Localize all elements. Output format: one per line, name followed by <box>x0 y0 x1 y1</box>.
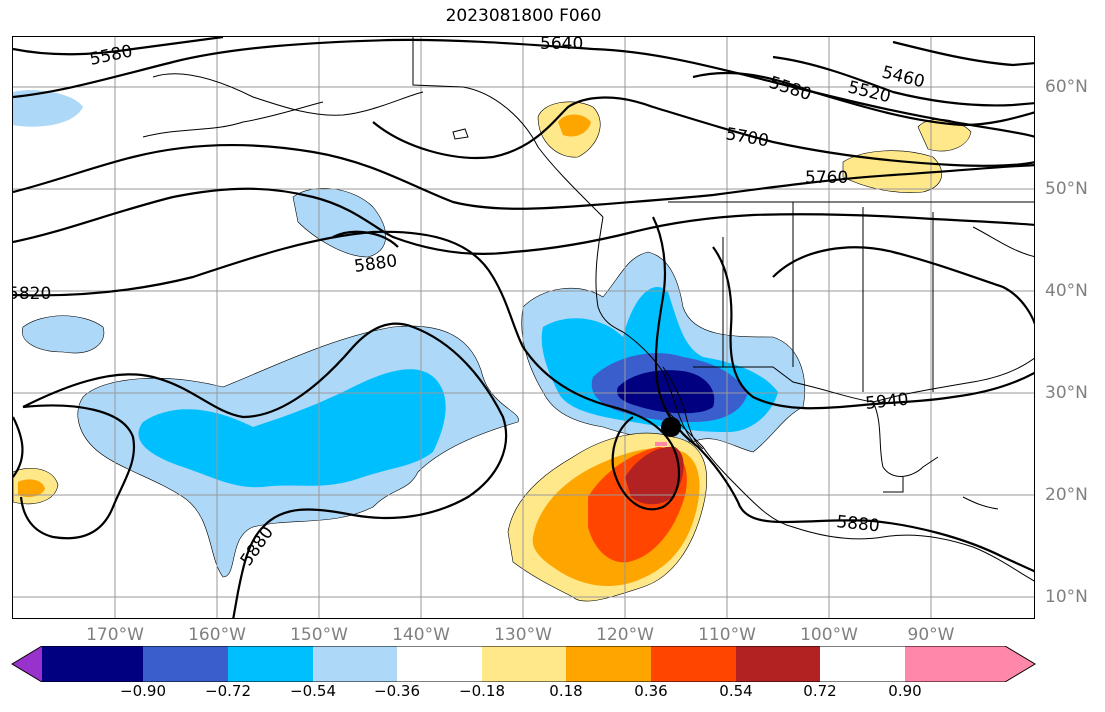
contour-5580-west <box>13 37 224 56</box>
contour-label: 5700 <box>724 124 770 151</box>
height-contours <box>13 37 1034 618</box>
colorbar-segment <box>143 646 228 682</box>
longitude-label: 90°W <box>907 625 955 645</box>
colorbar-tick: −0.90 <box>120 682 166 700</box>
contour-label: 5580 <box>766 73 813 105</box>
contour-5880-a <box>332 230 399 248</box>
negative-field-baja-max <box>617 370 715 414</box>
colorbar-extend-high <box>905 646 1035 682</box>
colorbar <box>11 646 1036 682</box>
colorbar-tick: −0.72 <box>205 682 251 700</box>
colorbar-tick: −0.54 <box>290 682 336 700</box>
colorbar-tick: 0.90 <box>888 682 922 700</box>
colorbar-segment <box>736 646 820 682</box>
colorbar-segment <box>228 646 313 682</box>
latitude-label: 20°N <box>1045 485 1088 505</box>
contour-5880-east <box>652 216 1034 573</box>
longitude-label: 140°W <box>392 625 450 645</box>
contour-5940 <box>712 246 1034 410</box>
negative-field-light-4 <box>13 90 83 127</box>
figure-title: 2023081800 F060 <box>445 6 602 26</box>
contour-5880-b <box>13 322 508 618</box>
colorbar-tick: −0.18 <box>459 682 505 700</box>
negative-field-light-3 <box>292 187 387 258</box>
contour-5820-loop <box>13 230 680 511</box>
latitude-label: 30°N <box>1045 383 1088 403</box>
colorbar-tick: 0.18 <box>549 682 583 700</box>
contour-label: 5880 <box>835 512 880 536</box>
colorbar-segment <box>42 646 143 682</box>
coastlines <box>142 37 1034 582</box>
colorbar-tick: 0.72 <box>803 682 837 700</box>
contour-5640 <box>13 38 1034 138</box>
positive-field-light-3 <box>842 150 942 193</box>
contour-5940-loop <box>772 246 1034 325</box>
negative-field-medium <box>138 369 446 488</box>
contour-5880-c <box>19 404 136 540</box>
latitude-label: 50°N <box>1045 179 1088 199</box>
colorbar-tick: −0.36 <box>374 682 420 700</box>
longitude-label: 150°W <box>290 625 348 645</box>
contour-label: 5820 <box>13 284 51 304</box>
contour-label: 5640 <box>540 37 583 54</box>
contour-label: 5760 <box>805 168 848 188</box>
longitude-label: 170°W <box>86 625 144 645</box>
storm-highlight <box>655 442 667 446</box>
colorbar-extend-low <box>12 646 42 682</box>
contour-5580-east <box>692 71 1034 127</box>
contour-5520 <box>772 55 1034 107</box>
latitude-label: 10°N <box>1045 587 1088 607</box>
latitude-label: 60°N <box>1045 77 1088 97</box>
colorbar-segment <box>397 646 482 682</box>
colorbar-tick: 0.54 <box>719 682 753 700</box>
positive-field-orange-2 <box>558 114 591 137</box>
latitude-label: 40°N <box>1045 281 1088 301</box>
colorbar-outline <box>11 646 1036 682</box>
shaded-fields <box>13 90 972 602</box>
longitude-label: 160°W <box>188 625 246 645</box>
longitude-label: 120°W <box>596 625 654 645</box>
colorbar-segment <box>313 646 397 682</box>
contour-5700 <box>372 96 1034 167</box>
map-panel: 5580 5640 5460 5580 5520 5700 5760 5880 … <box>12 36 1035 619</box>
longitude-label: 110°W <box>698 625 756 645</box>
contour-label: 5580 <box>88 41 134 70</box>
contour-labels: 5580 5640 5460 5580 5520 5700 5760 5880 … <box>13 37 927 570</box>
positive-field-orange-5 <box>18 479 45 497</box>
contour-label: 5940 <box>864 390 909 414</box>
map-svg: 5580 5640 5460 5580 5520 5700 5760 5880 … <box>13 37 1034 618</box>
longitude-label: 130°W <box>494 625 552 645</box>
colorbar-tick: 0.36 <box>634 682 668 700</box>
colorbar-segment <box>482 646 566 682</box>
contour-5760 <box>13 143 1034 210</box>
longitude-label: 100°W <box>800 625 858 645</box>
contour-5460 <box>892 40 1034 67</box>
contour-5820 <box>13 187 1034 255</box>
graticule <box>13 37 1034 618</box>
colorbar-segment <box>651 646 736 682</box>
storm-center-marker <box>661 417 681 437</box>
negative-field-light-2 <box>21 315 105 354</box>
positive-field-darkred <box>625 446 684 505</box>
colorbar-segment <box>566 646 651 682</box>
